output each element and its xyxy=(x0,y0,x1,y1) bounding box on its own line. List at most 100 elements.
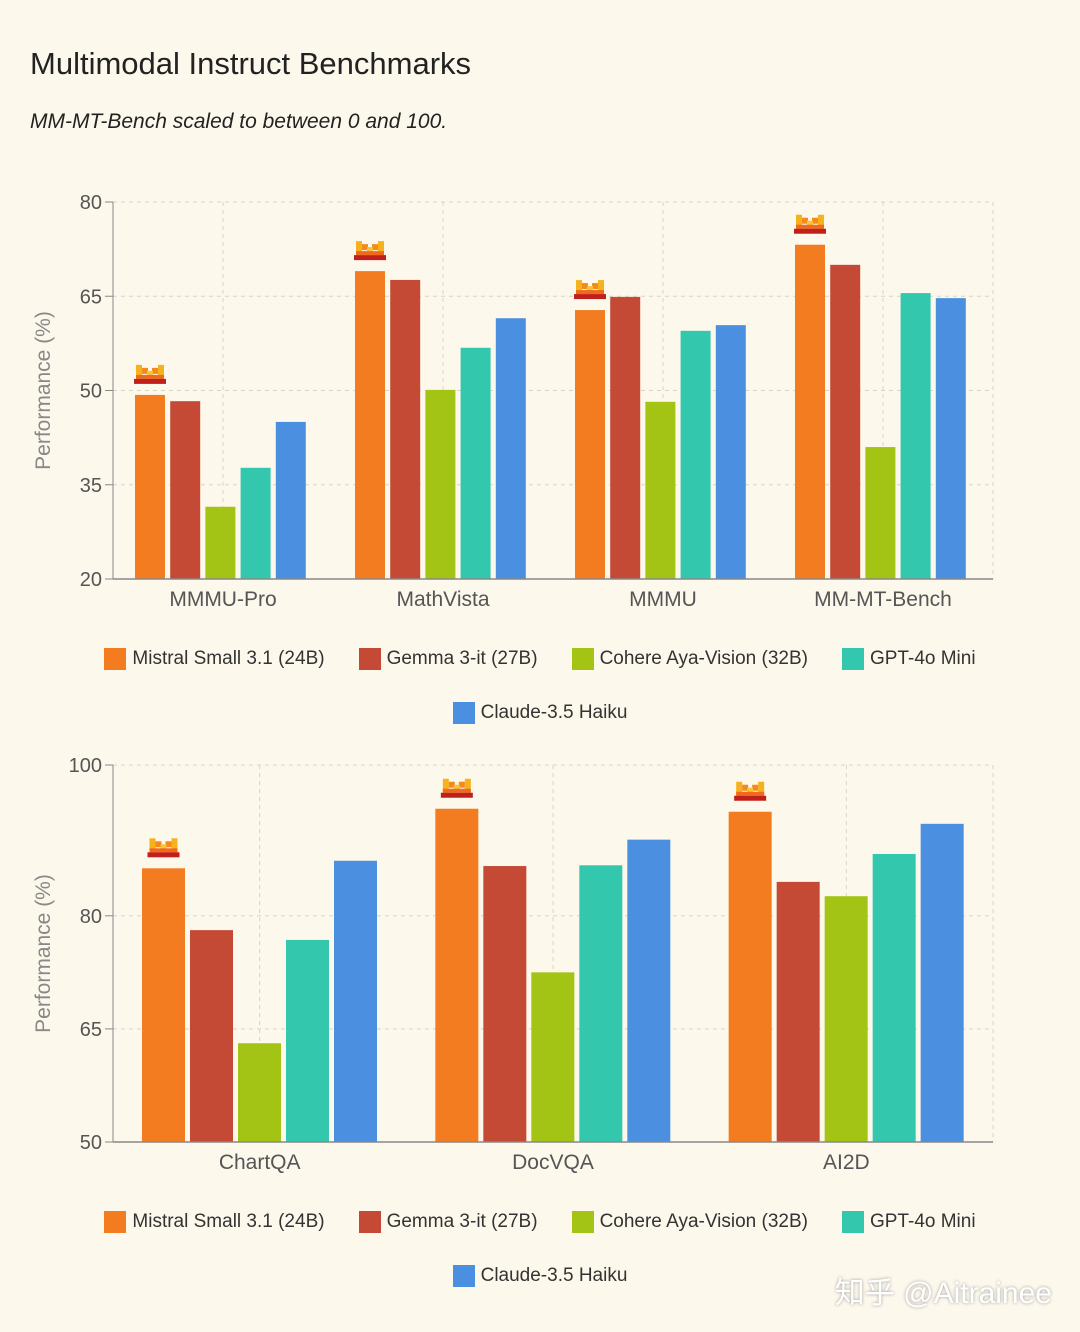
x-tick-label: MMMU-Pro xyxy=(169,588,276,611)
bar xyxy=(865,447,896,579)
y-tick-label: 80 xyxy=(80,192,102,214)
legend-item: Cohere Aya-Vision (32B) xyxy=(571,1211,808,1233)
bar xyxy=(170,401,201,579)
legend-item: GPT-4o Mini xyxy=(841,1211,976,1233)
y-tick-label: 35 xyxy=(80,475,102,497)
bar xyxy=(579,865,623,1142)
bar xyxy=(680,330,711,579)
bar xyxy=(715,325,746,579)
x-tick-label: ChartQA xyxy=(219,1151,301,1174)
legend-label: Cohere Aya-Vision (32B) xyxy=(599,1211,808,1232)
legend-label: Gemma 3-it (27B) xyxy=(386,1211,538,1232)
legend-item: Cohere Aya-Vision (32B) xyxy=(571,648,808,670)
legend-swatch xyxy=(104,1211,127,1233)
y-tick-label: 50 xyxy=(80,381,102,403)
bar xyxy=(645,401,676,579)
x-tick-label: AI2D xyxy=(823,1151,870,1174)
bar xyxy=(872,853,916,1142)
mistral-logo-icon xyxy=(354,241,386,261)
x-tick-label: DocVQA xyxy=(512,1151,594,1174)
bar xyxy=(334,860,377,1142)
bar xyxy=(142,868,185,1142)
mistral-logo-icon xyxy=(440,778,473,798)
legend-swatch xyxy=(452,1265,475,1287)
legend-item: Gemma 3-it (27B) xyxy=(358,648,538,670)
legend-item: Gemma 3-it (27B) xyxy=(358,1211,538,1233)
bar xyxy=(935,298,966,579)
bar xyxy=(575,310,605,579)
legend-label: Claude-3.5 Haiku xyxy=(480,702,628,723)
legend-swatch xyxy=(104,648,127,670)
bar xyxy=(610,296,641,579)
legend-swatch xyxy=(571,1211,594,1233)
mistral-logo-icon xyxy=(574,280,606,300)
bar xyxy=(920,823,964,1142)
bar xyxy=(425,389,456,579)
mistral-logo-icon xyxy=(134,364,166,384)
mistral-logo-icon xyxy=(147,838,180,858)
legend-item: Mistral Small 3.1 (24B) xyxy=(104,648,325,670)
legend-item: Claude-3.5 Haiku xyxy=(452,1265,628,1287)
bar xyxy=(900,293,931,579)
legend-item: Claude-3.5 Haiku xyxy=(452,702,628,724)
legend-swatch xyxy=(358,1211,381,1233)
legend-swatch xyxy=(841,648,864,670)
bar xyxy=(728,811,772,1142)
legend-row: Mistral Small 3.1 (24B) Gemma 3-it (27B) C… xyxy=(0,1195,1080,1249)
x-tick-label: MM-MT-Bench xyxy=(814,588,952,611)
bar xyxy=(627,839,671,1142)
legend-item: GPT-4o Mini xyxy=(841,648,976,670)
page-subtitle: MM-MT-Bench scaled to between 0 and 100. xyxy=(30,110,448,133)
bar xyxy=(495,318,526,579)
bar xyxy=(355,271,385,579)
bar xyxy=(205,506,236,579)
bar xyxy=(275,421,306,579)
y-tick-label: 65 xyxy=(80,1019,102,1041)
legend-row: Mistral Small 3.1 (24B) Gemma 3-it (27B) C… xyxy=(0,632,1080,686)
legend-label: Claude-3.5 Haiku xyxy=(480,1265,628,1286)
legend-label: Cohere Aya-Vision (32B) xyxy=(599,648,808,669)
legend-label: GPT-4o Mini xyxy=(869,1211,976,1232)
bar xyxy=(190,930,233,1142)
legend-row: Claude-3.5 Haiku xyxy=(0,1249,1080,1303)
bar xyxy=(460,347,491,579)
mistral-logo-icon xyxy=(794,214,826,234)
bar xyxy=(240,467,271,579)
mistral-logo-icon xyxy=(734,781,767,801)
bar xyxy=(483,866,527,1142)
page-title: Multimodal Instruct Benchmarks xyxy=(30,46,472,81)
bar xyxy=(531,972,575,1142)
y-tick-label: 80 xyxy=(80,906,102,928)
y-axis-label: Performance (%) xyxy=(32,874,55,1033)
legend-chart-1: Mistral Small 3.1 (24B) Gemma 3-it (27B) C… xyxy=(0,632,1080,740)
legend-label: Gemma 3-it (27B) xyxy=(386,648,538,669)
bar xyxy=(435,808,479,1142)
bar xyxy=(238,1043,281,1142)
legend-item: Mistral Small 3.1 (24B) xyxy=(104,1211,325,1233)
x-tick-label: MMMU xyxy=(629,588,697,611)
legend-chart-2: Mistral Small 3.1 (24B) Gemma 3-it (27B) C… xyxy=(0,1195,1080,1303)
legend-swatch xyxy=(571,648,594,670)
bar xyxy=(830,264,861,579)
y-axis-label: Performance (%) xyxy=(32,311,55,470)
legend-swatch xyxy=(841,1211,864,1233)
legend-label: Mistral Small 3.1 (24B) xyxy=(132,648,325,669)
bar xyxy=(286,939,329,1142)
bar xyxy=(776,881,820,1142)
bar xyxy=(795,244,825,579)
bar xyxy=(824,896,868,1142)
legend-swatch xyxy=(452,702,475,724)
bar xyxy=(390,279,421,579)
x-tick-label: MathVista xyxy=(397,588,490,611)
y-tick-label: 50 xyxy=(80,1132,102,1154)
legend-row: Claude-3.5 Haiku xyxy=(0,686,1080,740)
y-tick-label: 100 xyxy=(69,755,102,777)
legend-label: GPT-4o Mini xyxy=(869,648,976,669)
watermark: 知乎 @Aitrainee xyxy=(834,1277,1052,1310)
bar xyxy=(135,394,165,579)
legend-label: Mistral Small 3.1 (24B) xyxy=(132,1211,325,1232)
y-tick-label: 20 xyxy=(80,569,102,591)
y-tick-label: 65 xyxy=(80,286,102,308)
